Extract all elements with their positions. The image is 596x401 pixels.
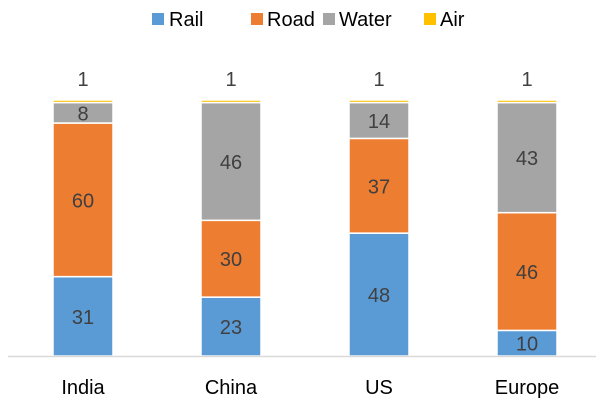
bar-segment-europe-water — [496, 101, 558, 214]
bar-segment-china-air — [200, 99, 262, 104]
bars-group — [52, 99, 558, 357]
x-tick-label-china: China — [205, 377, 258, 399]
legend-swatch-air — [424, 13, 436, 25]
bar-segment-europe-air — [496, 99, 558, 104]
bar-segment-china-road — [200, 219, 262, 298]
x-tick-label-europe: Europe — [495, 377, 560, 399]
bar-segment-china-rail — [200, 296, 262, 357]
bar-segment-us-water — [348, 101, 410, 140]
bar-segment-india-road — [52, 122, 114, 278]
legend-label-rail: Rail — [169, 9, 203, 31]
data-label-europe-air: 1 — [521, 69, 532, 91]
data-label-us-road: 37 — [368, 176, 390, 198]
legend-label-road: Road — [267, 9, 315, 31]
data-label-china-water: 46 — [220, 152, 242, 174]
data-label-india-water: 8 — [77, 103, 88, 125]
data-label-europe-road: 46 — [516, 262, 538, 284]
bar-segment-us-road — [348, 137, 410, 234]
data-label-india-road: 60 — [72, 190, 94, 212]
legend-label-air: Air — [440, 9, 465, 31]
data-label-india-rail: 31 — [72, 307, 94, 329]
legend-swatch-road — [251, 13, 263, 25]
legend: Rail Road Water Air — [152, 9, 465, 31]
data-label-europe-water: 43 — [516, 148, 538, 170]
data-label-china-air: 1 — [225, 69, 236, 91]
legend-swatch-rail — [152, 13, 164, 25]
data-labels-group: 31 60 8 1 23 30 46 1 48 37 14 1 10 46 43 1 — [72, 69, 538, 356]
data-label-us-water: 14 — [368, 111, 390, 133]
bar-segment-europe-rail — [496, 329, 558, 357]
data-label-china-road: 30 — [220, 249, 242, 271]
x-tick-labels-group: India China US Europe — [61, 377, 559, 399]
bar-segment-india-rail — [52, 275, 114, 357]
data-label-us-rail: 48 — [368, 285, 390, 307]
bar-segment-india-air — [52, 99, 114, 104]
legend-swatch-water — [323, 13, 335, 25]
legend-label-water: Water — [339, 9, 392, 31]
bar-segment-china-water — [200, 101, 262, 222]
bar-segment-us-air — [348, 99, 410, 104]
data-label-china-rail: 23 — [220, 317, 242, 339]
data-label-india-air: 1 — [77, 69, 88, 91]
data-label-europe-rail: 10 — [516, 334, 538, 356]
x-tick-label-us: US — [365, 377, 393, 399]
data-label-us-air: 1 — [373, 69, 384, 91]
x-tick-label-india: India — [61, 377, 105, 399]
